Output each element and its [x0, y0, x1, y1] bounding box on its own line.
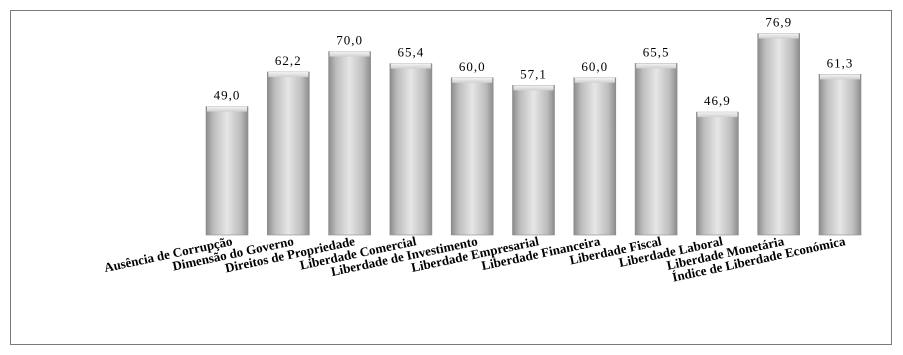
bar-top-6: [513, 85, 554, 91]
bar-7: [573, 77, 617, 236]
value-label-5: 60,0: [459, 59, 486, 74]
bar-top-8: [636, 63, 677, 69]
value-label-7: 60,0: [581, 59, 608, 74]
bar-11: [818, 74, 862, 236]
value-label-8: 65,5: [643, 44, 670, 59]
bar-top-2: [268, 72, 309, 78]
bars-group: [205, 33, 862, 236]
bar-4: [389, 63, 433, 236]
value-label-1: 49,0: [214, 88, 241, 103]
value-label-10: 76,9: [765, 15, 792, 30]
value-label-6: 57,1: [520, 66, 547, 81]
bar-top-7: [574, 77, 615, 83]
bar-top-4: [390, 63, 431, 69]
value-label-2: 62,2: [275, 53, 302, 68]
bar-top-10: [758, 33, 799, 39]
bar-top-1: [207, 106, 247, 112]
bar-3: [328, 51, 371, 236]
bar-10: [757, 33, 801, 236]
bar-5: [450, 77, 494, 236]
value-label-11: 61,3: [827, 55, 854, 70]
value-labels-group: 49,0 62,2 70,0 65,4 60,0 57,1 60,0 65,5 46,9 76,9…: [214, 15, 854, 109]
bar-top-11: [820, 74, 860, 80]
bar-9: [696, 111, 739, 236]
value-label-9: 46,9: [704, 93, 731, 108]
bar-1: [205, 106, 249, 236]
bar-2: [266, 71, 310, 236]
bar-6: [512, 85, 555, 236]
value-label-4: 65,4: [398, 45, 425, 60]
bar-top-3: [329, 51, 370, 57]
bar-8: [634, 63, 678, 236]
value-label-3: 70,0: [336, 33, 363, 48]
bar-top-9: [697, 112, 738, 118]
bar-top-5: [452, 77, 493, 83]
